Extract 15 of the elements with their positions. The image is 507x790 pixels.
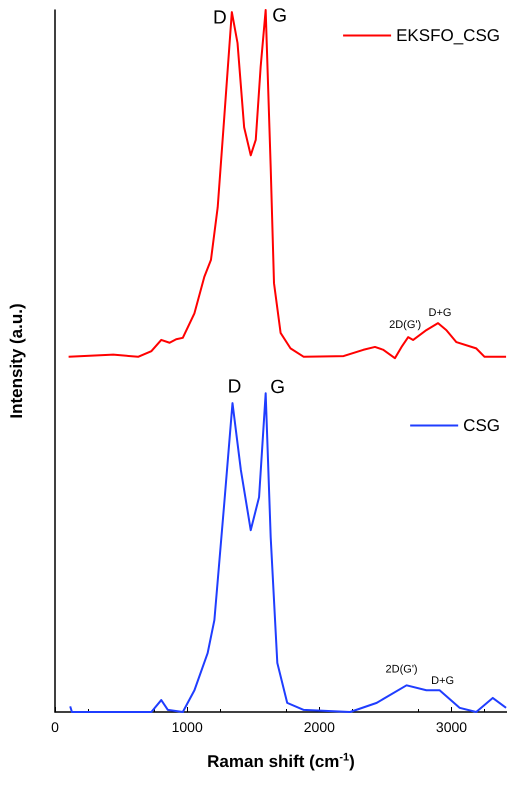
x-tick-label: 1000 bbox=[172, 719, 203, 735]
annotation: D bbox=[212, 8, 227, 29]
annotation: G bbox=[272, 6, 288, 26]
legend-label: EKSFO_CSG bbox=[396, 26, 500, 45]
annotation: D+G bbox=[428, 307, 452, 320]
x-tick-label: 3000 bbox=[436, 719, 468, 735]
annotation: 2D(G') bbox=[389, 319, 422, 332]
annotation: G bbox=[270, 376, 286, 398]
legend-label: CSG bbox=[463, 416, 500, 435]
y-axis-title: Intensity (a.u.) bbox=[7, 303, 26, 419]
annotation: D+G bbox=[431, 675, 454, 688]
annotation: 2D(G') bbox=[386, 663, 418, 676]
x-tick-label: 0 bbox=[51, 719, 60, 735]
x-tick-label: 2000 bbox=[304, 719, 336, 735]
annotation: D bbox=[228, 376, 242, 398]
